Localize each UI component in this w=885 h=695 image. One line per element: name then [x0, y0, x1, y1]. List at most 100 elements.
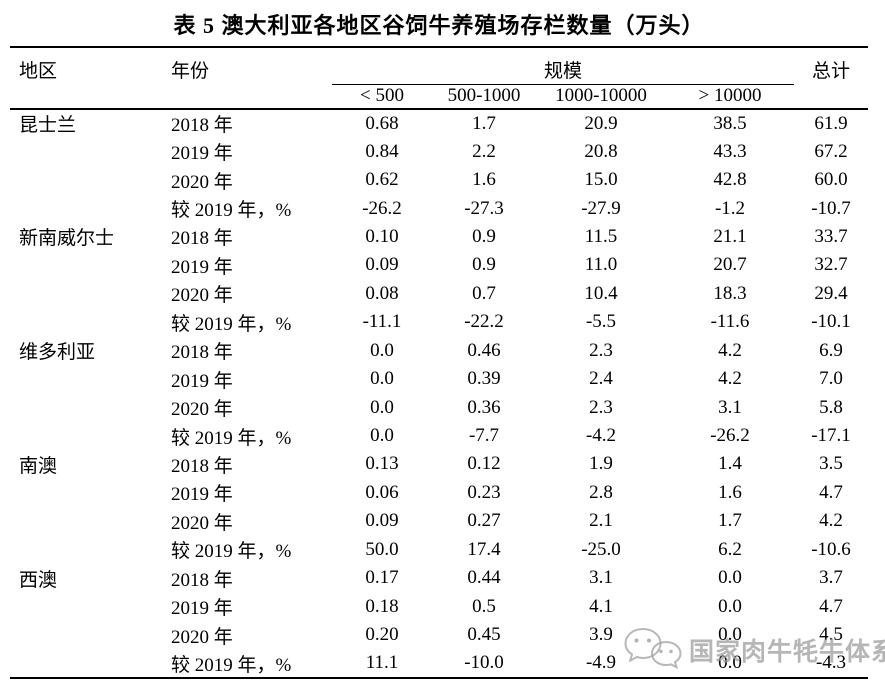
table-row: 较 2019 年，% 0.0 -7.7 -4.2 -26.2 -17.1 [10, 422, 868, 450]
year-cell: 2019 年 [171, 143, 233, 165]
table-row: 新南威尔士 2018 年 0.10 0.9 11.5 21.1 33.7 [10, 223, 868, 251]
year-cell: 2018 年 [171, 342, 233, 364]
table-row: 较 2019 年，% 11.1 -10.0 -4.9 0.0 -4.3 [10, 649, 868, 677]
year-cell: 2020 年 [171, 512, 233, 534]
value-cell: 38.5 [713, 112, 747, 134]
year-cell: 较 2019 年，% [171, 200, 292, 222]
value-cell: 0.9 [472, 254, 496, 276]
year-cell: 2018 年 [171, 569, 233, 591]
value-cell: 2.8 [589, 481, 613, 503]
region-cell [10, 479, 162, 507]
value-cell: 0.06 [365, 481, 399, 503]
value-cell: 3.1 [718, 396, 742, 418]
year-cell: 2020 年 [171, 171, 233, 193]
region-cell [10, 365, 162, 393]
value-cell: 11.5 [584, 225, 618, 247]
value-cell: 21.1 [713, 225, 747, 247]
year-cell: 2019 年 [171, 484, 233, 506]
table-header: 地区 年份 规模 总计 < 500 500-1000 1000-10000 > … [10, 47, 869, 110]
value-cell: 4.7 [819, 595, 843, 617]
table-row: 较 2019 年，% -11.1 -22.2 -5.5 -11.6 -10.1 [10, 308, 868, 336]
year-cell: 较 2019 年，% [171, 427, 292, 449]
region-cell [10, 251, 162, 279]
value-cell: 0.12 [467, 453, 501, 475]
data-table: 地区 年份 规模 总计 < 500 500-1000 1000-10000 > … [10, 46, 869, 679]
region-cell [10, 393, 162, 421]
header-total: 总计 [794, 47, 869, 110]
value-cell: 2.3 [589, 396, 613, 418]
table-row: 2019 年 0.84 2.2 20.8 43.3 67.2 [10, 137, 868, 165]
value-cell: 6.9 [819, 339, 843, 361]
value-cell: 61.9 [814, 112, 848, 134]
value-cell: 29.4 [814, 282, 848, 304]
value-cell: 15.0 [584, 169, 618, 191]
value-cell: 11.1 [365, 652, 399, 674]
value-cell: 20.8 [584, 140, 618, 162]
table-row: 2020 年 0.62 1.6 15.0 42.8 60.0 [10, 166, 868, 194]
value-cell: 11.0 [584, 254, 618, 276]
value-cell: 3.9 [589, 624, 613, 646]
value-cell: 1.7 [472, 112, 496, 134]
value-cell: 2.2 [472, 140, 496, 162]
value-cell: 0.0 [718, 624, 742, 646]
value-cell: -4.2 [585, 425, 617, 447]
table-row: 2020 年 0.0 0.36 2.3 3.1 5.8 [10, 393, 868, 421]
region-cell: 维多利亚 [19, 342, 96, 364]
value-cell: -4.3 [815, 652, 847, 674]
table-row: 2020 年 0.20 0.45 3.9 0.0 4.5 [10, 621, 868, 649]
value-cell: -10.7 [811, 197, 851, 219]
value-cell: 0.0 [370, 368, 394, 390]
header-scale-col-gt10000: > 10000 [666, 84, 795, 110]
value-cell: 0.0 [718, 595, 742, 617]
value-cell: 0.0 [370, 339, 394, 361]
header-scale-col-lt500: < 500 [332, 84, 432, 110]
value-cell: 67.2 [814, 140, 848, 162]
table-row: 昆士兰 2018 年 0.68 1.7 20.9 38.5 61.9 [10, 109, 868, 137]
value-cell: 2.1 [589, 510, 613, 532]
value-cell: 0.0 [370, 396, 394, 418]
value-cell: 0.23 [467, 481, 501, 503]
value-cell: 5.8 [819, 396, 843, 418]
region-cell [10, 592, 162, 620]
value-cell: 0.0 [718, 652, 742, 674]
table-row: 较 2019 年，% 50.0 17.4 -25.0 6.2 -10.6 [10, 536, 868, 564]
value-cell: 20.7 [713, 254, 747, 276]
value-cell: 2.4 [589, 368, 613, 390]
value-cell: 1.6 [472, 169, 496, 191]
value-cell: 0.0 [718, 567, 742, 589]
header-scale: 规模 [332, 47, 795, 85]
value-cell: 0.09 [365, 254, 399, 276]
value-cell: 0.39 [467, 368, 501, 390]
value-cell: 1.7 [718, 510, 742, 532]
table-row: 2019 年 0.18 0.5 4.1 0.0 4.7 [10, 592, 868, 620]
value-cell: -10.1 [811, 311, 851, 333]
value-cell: -11.6 [710, 311, 750, 333]
region-cell: 西澳 [19, 569, 58, 591]
value-cell: 7.0 [819, 368, 843, 390]
value-cell: 32.7 [814, 254, 848, 276]
value-cell: 4.7 [819, 481, 843, 503]
value-cell: 10.4 [584, 282, 618, 304]
value-cell: 0.08 [365, 282, 399, 304]
value-cell: 0.17 [365, 567, 399, 589]
value-cell: 0.9 [472, 225, 496, 247]
value-cell: 42.8 [713, 169, 747, 191]
region-cell: 南澳 [19, 455, 58, 477]
table-row: 2020 年 0.09 0.27 2.1 1.7 4.2 [10, 507, 868, 535]
value-cell: 0.0 [370, 425, 394, 447]
value-cell: 0.20 [365, 624, 399, 646]
region-cell [10, 137, 162, 165]
year-cell: 2018 年 [171, 228, 233, 250]
value-cell: 50.0 [365, 538, 399, 560]
header-scale-col-1000-10000: 1000-10000 [536, 84, 666, 110]
value-cell: 0.36 [467, 396, 501, 418]
value-cell: -5.5 [585, 311, 617, 333]
header-row-top: 地区 年份 规模 总计 [10, 47, 869, 110]
value-cell: 0.7 [472, 282, 496, 304]
region-cell: 新南威尔士 [19, 228, 115, 250]
table-row: 2019 年 0.09 0.9 11.0 20.7 32.7 [10, 251, 868, 279]
year-cell: 2020 年 [171, 626, 233, 648]
value-cell: 20.9 [584, 112, 618, 134]
value-cell: -26.2 [710, 425, 750, 447]
